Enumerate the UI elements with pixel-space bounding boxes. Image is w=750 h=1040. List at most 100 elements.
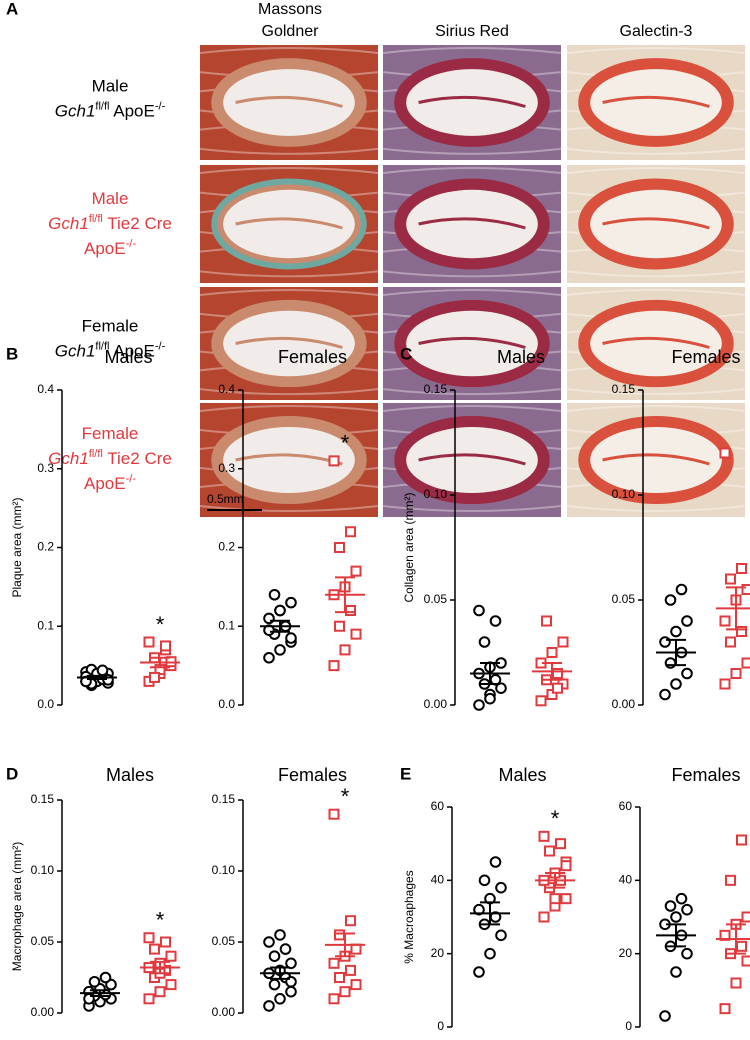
y-tick-label: 0.15 <box>31 792 55 806</box>
valve <box>418 336 526 349</box>
row-label-part: ApoE <box>84 239 126 258</box>
data-point <box>736 834 747 846</box>
vessel-lumen <box>590 310 722 377</box>
error-bar <box>545 872 565 889</box>
row-label-part: Tie2 Cre <box>103 214 172 233</box>
y-tick-label: 0.15 <box>212 792 236 806</box>
row-label-part: Gch1 <box>48 449 89 468</box>
y-tick-label: 20 <box>431 946 445 960</box>
tissue-stripe <box>199 167 379 174</box>
error-bar <box>726 923 746 955</box>
tissue-stripe <box>382 147 562 155</box>
data-point <box>725 636 736 648</box>
data-point <box>263 936 275 948</box>
error-bar <box>87 674 107 681</box>
data-point <box>350 943 362 955</box>
data-point <box>489 615 502 627</box>
tissue-stripe <box>199 147 379 155</box>
data-point <box>165 950 177 962</box>
data-point <box>560 860 572 872</box>
error-bar <box>726 586 746 631</box>
y-tick-label: 0.10 <box>424 487 448 501</box>
data-point <box>725 573 736 585</box>
tissue-stripe <box>382 47 562 54</box>
y-tick-label: 0 <box>437 1019 444 1033</box>
data-point <box>328 455 340 467</box>
row-label-part: -/- <box>126 238 137 250</box>
data-point <box>285 596 297 609</box>
row-label-part: Tie2 Cre <box>103 449 172 468</box>
chart-title: Females <box>671 765 740 785</box>
panel-label: D <box>6 764 18 783</box>
data-point <box>263 651 275 664</box>
data-point <box>473 604 485 617</box>
data-point <box>719 1003 731 1015</box>
y-tick-label: 0.15 <box>612 382 636 396</box>
chart-title: Males <box>498 765 546 785</box>
data-point <box>675 892 688 905</box>
data-point <box>725 874 736 886</box>
data-point <box>143 993 155 1005</box>
data-point <box>664 900 677 912</box>
y-tick-label: 0.1 <box>218 618 235 632</box>
row-label: ApoE-/- <box>84 473 136 494</box>
data-point <box>544 845 555 857</box>
y-tick-label: 0.00 <box>31 1005 55 1019</box>
data-point <box>670 678 682 690</box>
data-point <box>552 668 563 679</box>
data-point <box>495 682 507 695</box>
scale-bar-label: 0.5mm <box>207 492 244 506</box>
data-point <box>541 615 552 627</box>
y-tick-label: 0.05 <box>31 934 55 948</box>
row-label-part: Gch1 <box>55 342 96 361</box>
row-label: Male <box>92 77 129 96</box>
data-point <box>274 604 286 617</box>
significance-marker: * <box>551 806 560 831</box>
data-point <box>555 838 566 850</box>
row-label-part: Gch1 <box>48 214 89 233</box>
data-point <box>741 657 750 669</box>
vessel-lumen <box>406 426 538 494</box>
y-tick-label: 0.10 <box>31 863 55 877</box>
error-bar <box>335 576 355 614</box>
chart-title: Males <box>106 765 154 785</box>
valve <box>418 453 526 466</box>
data-point <box>328 957 340 969</box>
y-axis-label: Plaque area (mm²) <box>10 497 24 597</box>
tissue-stripe <box>382 167 562 174</box>
y-tick-label: 0.4 <box>37 382 54 396</box>
significance-marker: * <box>341 431 350 456</box>
data-point <box>473 699 485 711</box>
valve <box>235 95 343 108</box>
error-bar <box>150 960 170 975</box>
data-point <box>664 594 677 606</box>
data-point <box>285 957 297 970</box>
data-point <box>473 903 485 916</box>
data-point <box>334 972 345 983</box>
y-tick-label: 0 <box>625 1019 632 1033</box>
data-point <box>143 932 155 944</box>
row-label-part: fl/fl <box>95 340 109 352</box>
data-point <box>741 584 750 595</box>
tissue-stripe <box>382 505 562 512</box>
row-label: Male <box>92 189 129 208</box>
vessel-lumen <box>590 426 722 494</box>
data-point <box>339 986 351 998</box>
significance-marker: * <box>156 612 165 637</box>
data-point <box>681 615 693 627</box>
tissue-stripe <box>566 167 746 174</box>
tissue-stripe <box>566 289 746 296</box>
data-point <box>339 644 351 656</box>
data-point <box>350 628 362 640</box>
data-point <box>484 947 496 960</box>
vessel-lumen <box>590 189 722 259</box>
panel-label: E <box>400 764 411 783</box>
y-axis-label: Macrophage area (mm²) <box>10 842 24 971</box>
y-axis-label: % Macroaphages <box>402 870 416 963</box>
tissue-stripe <box>199 388 379 396</box>
error-bar <box>542 662 562 681</box>
y-tick-label: 0.4 <box>218 382 235 396</box>
chart-title: Females <box>278 765 347 785</box>
data-point <box>350 979 362 991</box>
